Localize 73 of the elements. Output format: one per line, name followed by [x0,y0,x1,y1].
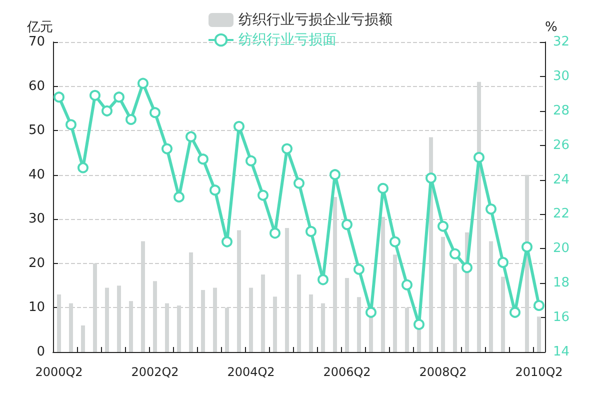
point [234,120,244,132]
point [126,114,136,125]
point [114,92,124,103]
y2-tick-label: 32 [553,34,570,50]
x-tick-label: 2008Q2 [419,365,467,379]
y2-tick-label: 18 [553,276,570,291]
point [354,264,364,275]
point [54,92,64,103]
y2-tick-label: 20 [553,241,570,256]
y2-tick-label: 26 [553,138,570,153]
point [414,318,424,330]
point [486,204,496,215]
point [306,226,316,237]
x-tick-label: 2000Q2 [35,365,83,379]
point [210,184,220,196]
y-tick-label: 40 [28,167,45,182]
y2-tick-label: 14 [553,344,570,360]
point [378,182,388,194]
legend-label: 纺织行业亏损面 [238,32,336,48]
bar [81,325,85,352]
y2-tick-label: 30 [553,68,570,84]
point [390,236,400,248]
point [222,236,232,248]
point [294,178,304,189]
point [78,162,88,174]
point [462,262,472,274]
y-tick-label: 60 [28,78,45,94]
y-tick-label: 20 [28,256,45,271]
legend-label: 纺织行业亏损企业亏损额 [238,12,392,28]
point [198,154,208,165]
point [366,306,376,318]
point [426,172,436,184]
y2-tick-label: 22 [553,206,570,222]
x-tick-label: 2002Q2 [131,365,179,379]
bar [537,316,541,352]
point [402,279,412,290]
point [174,192,184,202]
point [282,143,292,154]
point [438,220,448,232]
x-tick-label: 2006Q2 [323,365,371,379]
point [498,256,508,268]
x-tick-label: 2004Q2 [227,365,275,379]
point [102,105,112,116]
y2-tick-label: 28 [553,103,570,118]
point [138,78,148,89]
point [186,131,196,142]
point [534,300,544,311]
y-tick-label: 50 [28,123,45,138]
point [270,228,280,239]
point [258,190,268,201]
point [450,248,460,260]
point [90,90,100,101]
bar [417,330,421,352]
point [342,219,352,230]
y-tick-label: 70 [28,34,45,50]
point [150,107,160,118]
y-tick-label: 0 [36,344,45,360]
point [162,143,172,154]
y2-tick-label: 16 [553,310,570,326]
point [522,241,532,252]
point [330,169,340,180]
y-axis-title: 亿元 [26,20,53,35]
y-tick-label: 30 [28,212,45,227]
y-tick-label: 10 [28,300,45,316]
y2-tick-label: 24 [553,172,570,188]
point [474,152,484,163]
point [318,274,328,286]
x-tick-label: 2010Q2 [515,365,563,379]
bar [369,316,373,352]
y2-axis-title: % [545,20,558,35]
point [66,119,76,130]
point [246,155,256,166]
point [510,306,520,318]
